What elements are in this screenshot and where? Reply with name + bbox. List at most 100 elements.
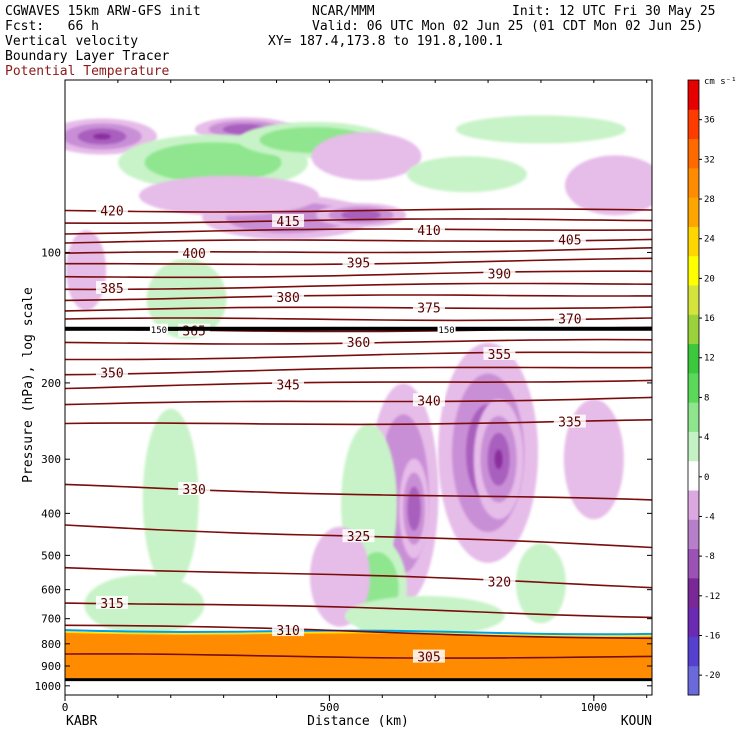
- y-tick-label-900: 900: [41, 660, 61, 673]
- x-tick-label-1000: 1000: [581, 701, 608, 714]
- theta-label-bg-415: [272, 214, 305, 228]
- w-region-25-level-1: [344, 595, 505, 636]
- theta-label-bg-385: [95, 280, 128, 294]
- theta-label-385: 385: [100, 282, 123, 297]
- theta-line-420: [65, 208, 652, 213]
- theta-contours: 4204154104054003953903853803753703653603…: [65, 203, 652, 666]
- theta-line-400: [65, 247, 652, 254]
- colorbar-label-7: 8: [704, 393, 709, 403]
- w-region-21-level-1: [515, 543, 566, 624]
- theta-label-305: 305: [417, 651, 440, 666]
- colorbar-segment-6: [688, 490, 699, 520]
- w-region-17-level-4: [494, 449, 503, 469]
- colorbar-label-12: 28: [704, 195, 715, 205]
- colorbar-segment-10: [688, 372, 699, 403]
- theta-label-bg-405: [553, 232, 586, 246]
- theta-label-345: 345: [276, 378, 299, 393]
- colorbar-segment-8: [688, 431, 699, 462]
- theta-label-bg-370: [553, 311, 586, 325]
- x-tick-label-500: 500: [319, 701, 339, 714]
- theta-label-bg-410: [412, 223, 445, 237]
- y-tick-label-300: 300: [41, 453, 61, 466]
- theta-label-bg-395: [342, 255, 375, 269]
- boundary-layer-tracer: [65, 629, 652, 682]
- theta-label-bg-350: [95, 365, 128, 379]
- theta-label-bg-335: [553, 414, 586, 428]
- w-region-9-level-3: [341, 209, 381, 221]
- theta-label-370: 370: [558, 313, 581, 328]
- w-region-11-level-1: [564, 155, 652, 216]
- field-potential-temperature: Potential Temperature: [5, 64, 170, 79]
- w-region-6-level-1: [311, 132, 422, 181]
- theta-line-345: [65, 379, 652, 390]
- w-region-23-level-1: [563, 399, 624, 520]
- y-tick-label-800: 800: [41, 638, 61, 651]
- colorbar: -20 -16 -12 -8 -4 0 4 8 12 16 20 24 28 32 36: [687, 79, 720, 696]
- theta-label-400: 400: [182, 247, 205, 262]
- colorbar-label-3: -8: [704, 552, 715, 562]
- colorbar-segment-17: [688, 167, 699, 198]
- theta-label-bg-345: [272, 377, 305, 391]
- colorbar-label-4: -4: [704, 512, 715, 522]
- colorbar-label-0: -20: [704, 671, 720, 681]
- colorbar-label-11: 24: [704, 235, 715, 245]
- colorbar-label-9: 16: [704, 314, 715, 324]
- colorbar-frame: [687, 79, 700, 696]
- w-region-15-level-3: [407, 486, 421, 531]
- colorbar-segment-15: [688, 226, 699, 257]
- theta-label-395: 395: [347, 257, 370, 272]
- theta-label-bg-420: [95, 203, 128, 217]
- theta-line-385: [65, 282, 652, 291]
- tropopause-label-bg-1: [149, 323, 168, 334]
- colorbar-label-13: 32: [704, 155, 715, 165]
- theta-label-350: 350: [100, 367, 123, 382]
- tropopause-label-bg-2: [437, 323, 456, 334]
- theta-line-320: [65, 566, 652, 589]
- theta-line-305: [65, 653, 652, 659]
- boundary-layer-edge-yellow: [65, 631, 652, 637]
- theta-line-390: [65, 270, 652, 279]
- theta-line-330: [65, 483, 652, 501]
- colorbar-label-6: 4: [704, 433, 709, 443]
- forecast-hour: Fcst: 66 h: [5, 19, 99, 34]
- y-tick-label-500: 500: [41, 549, 61, 562]
- theta-label-bg-315: [95, 595, 128, 609]
- vertical-velocity-shading: [65, 115, 652, 639]
- y-tick-label-400: 400: [41, 507, 61, 520]
- colorbar-segment-4: [688, 548, 699, 579]
- y-tick-label-700: 700: [41, 613, 61, 626]
- model-title: CGWAVES 15km ARW-GFS init: [5, 4, 201, 19]
- theta-label-bg-340: [412, 393, 445, 407]
- terrain-line: [65, 678, 652, 682]
- theta-label-335: 335: [558, 416, 581, 431]
- colorbar-segment-12: [688, 314, 699, 345]
- theta-label-bg-310: [272, 623, 305, 637]
- theta-line-415: [65, 218, 652, 224]
- theta-line-375: [65, 306, 652, 312]
- x-axis-label: Distance (km): [307, 714, 409, 729]
- colorbar-segment-14: [688, 255, 699, 286]
- colorbar-segment-1: [688, 636, 699, 667]
- w-region-10-level-1: [406, 156, 527, 193]
- w-region-24-level-1: [309, 526, 370, 627]
- w-region-0-level-4: [93, 133, 111, 140]
- theta-line-380: [65, 294, 652, 302]
- colorbar-segment-13: [688, 285, 699, 315]
- theta-label-320: 320: [488, 575, 511, 590]
- colorbar-label-14: 36: [704, 116, 715, 126]
- theta-label-bg-390: [483, 266, 516, 280]
- colorbar-label-10: 20: [704, 274, 715, 284]
- colorbar-segment-18: [688, 138, 699, 169]
- valid-time: Valid: 06 UTC Mon 02 Jun 25 (01 CDT Mon …: [312, 19, 704, 34]
- w-region-8-level-1: [138, 175, 319, 216]
- theta-label-310: 310: [276, 624, 299, 639]
- theta-label-405: 405: [558, 233, 581, 248]
- tropopause-label-2: 150: [438, 326, 454, 336]
- theta-label-bg-380: [272, 290, 305, 304]
- w-region-18-level-1: [142, 408, 199, 589]
- y-tick-label-200: 200: [41, 377, 61, 390]
- theta-label-415: 415: [276, 215, 299, 230]
- w-region-3-level-2: [144, 142, 282, 183]
